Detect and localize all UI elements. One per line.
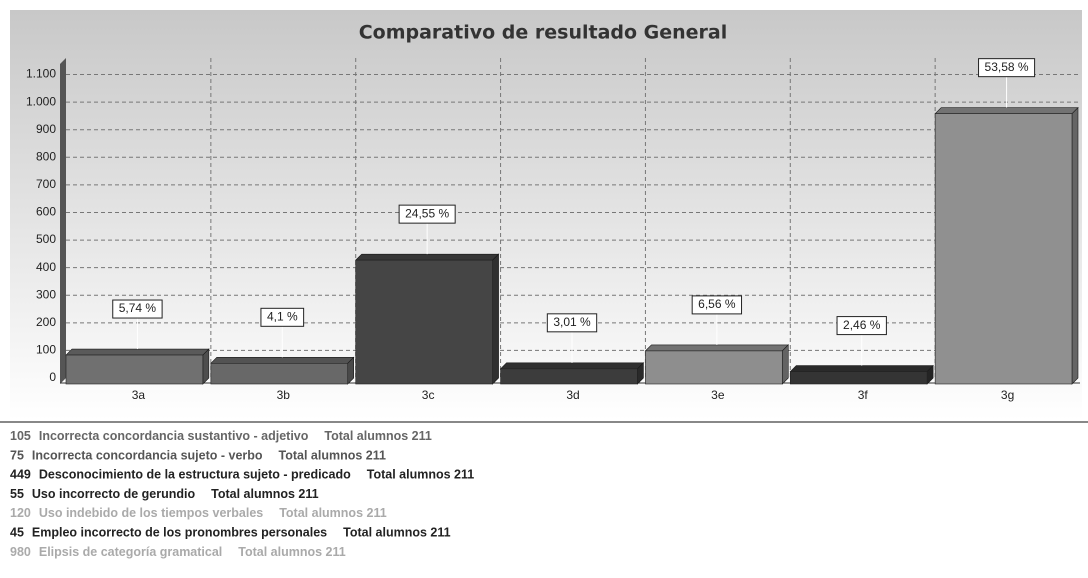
- chart-title: Comparativo de resultado General: [359, 22, 728, 44]
- legend-part: Total alumnos 211: [324, 429, 431, 443]
- data-label: 2,46 %: [843, 318, 881, 332]
- legend-entry: 75 Incorrecta concordancia sujeto - verbo…: [10, 449, 386, 463]
- data-label-group: 24,55 %: [398, 204, 456, 224]
- legend-part: Incorrecta concordancia sustantivo - adj…: [39, 429, 309, 443]
- legend-part: 75: [10, 449, 24, 463]
- legend-part: 120: [10, 506, 31, 520]
- data-label-box: [546, 313, 598, 333]
- legend-part: Total alumnos 211: [279, 449, 386, 463]
- bar-top: [934, 107, 1079, 114]
- x-tick-label: 3c: [422, 388, 435, 402]
- y-tick-label: 300: [36, 287, 56, 301]
- legend-part: Desconocimiento de la estructura sujeto …: [39, 468, 351, 482]
- legend-part: 45: [10, 526, 24, 540]
- data-label-box: [398, 204, 456, 224]
- data-label-box: [260, 307, 305, 327]
- x-tick-label: 3a: [132, 388, 146, 402]
- bar-side: [781, 344, 789, 385]
- bar-top: [210, 357, 355, 364]
- legend-part: Empleo incorrecto de los pronombres pers…: [32, 526, 327, 540]
- data-label: 3,01 %: [553, 315, 591, 329]
- data-label-box: [836, 316, 887, 336]
- legend-entry: 105 Incorrecta concordancia sustantivo - …: [10, 429, 432, 443]
- data-label-group: 5,74 %: [112, 299, 163, 319]
- y-axis-wall: [60, 58, 66, 384]
- legend-part: Elipsis de categoría gramatical: [39, 545, 222, 559]
- y-tick-label: 700: [36, 177, 56, 191]
- y-tick-label: 900: [36, 122, 56, 136]
- data-label-group: 6,56 %: [691, 295, 743, 315]
- x-tick-label: 3g: [1001, 388, 1014, 402]
- legend-part: 449: [10, 468, 31, 482]
- y-tick-label: 0: [49, 370, 56, 384]
- legend-part: Total alumnos 211: [279, 506, 386, 520]
- bar-side: [492, 253, 499, 385]
- legend-part: Total alumnos 211: [211, 487, 318, 501]
- legend-entry: 45 Empleo incorrecto de los pronombres pe…: [10, 526, 451, 540]
- legend-part: 105: [10, 429, 31, 443]
- data-label: 53,58 %: [985, 60, 1029, 74]
- x-tick-label: 3e: [711, 388, 725, 402]
- legend-entry: 55 Uso incorrecto de gerundio Total alumno…: [10, 487, 319, 501]
- legend-part: 980: [10, 545, 31, 559]
- legend-part: 55: [10, 487, 24, 501]
- legend-part: Total alumnos 211: [367, 468, 474, 482]
- bar: [210, 363, 349, 385]
- bar-top: [644, 344, 790, 352]
- data-label-group: 2,46 %: [836, 316, 887, 336]
- data-label-group: 4,1 %: [260, 307, 305, 327]
- bar-top: [354, 253, 500, 261]
- bar: [355, 259, 493, 385]
- data-label-group: 53,58 %: [978, 58, 1036, 78]
- bar: [934, 113, 1073, 385]
- bar-side: [202, 348, 210, 385]
- legend-part: Total alumnos 211: [343, 526, 450, 540]
- y-tick-label: 500: [36, 232, 56, 246]
- data-label-group: 3,01 %: [546, 313, 598, 333]
- x-tick-label: 3d: [566, 388, 579, 402]
- data-label-box: [978, 58, 1036, 78]
- bar-top: [789, 365, 934, 372]
- bar: [500, 368, 638, 385]
- bar-top: [65, 348, 210, 356]
- y-tick-label: 200: [36, 315, 56, 329]
- data-label: 4,1 %: [267, 309, 298, 323]
- data-label: 5,74 %: [119, 301, 157, 315]
- bar: [65, 354, 204, 385]
- bar: [789, 371, 928, 385]
- y-tick-label: 100: [36, 343, 56, 357]
- data-label: 24,55 %: [405, 206, 449, 220]
- legend-part: Total alumnos 211: [238, 545, 345, 559]
- legend-part: Uso indebido de los tiempos verbales: [39, 506, 263, 520]
- y-tick-label: 400: [36, 260, 56, 274]
- data-label-box: [112, 299, 163, 319]
- legend-part: Uso incorrecto de gerundio: [32, 487, 196, 501]
- data-label-box: [691, 295, 743, 315]
- data-label: 6,56 %: [698, 297, 736, 311]
- legend-entry: 120 Uso indebido de los tiempos verbales T…: [10, 506, 387, 520]
- y-tick-label: 1.100: [26, 67, 56, 81]
- legend-part: Incorrecta concordancia sujeto - verbo: [32, 449, 263, 463]
- bar: [645, 350, 783, 385]
- x-tick-label: 3f: [858, 388, 869, 402]
- y-tick-label: 600: [36, 205, 56, 219]
- legend-entry: 449 Desconocimiento de la estructura suje…: [10, 468, 474, 482]
- bar-side: [1071, 106, 1079, 385]
- legend-entry: 980 Elipsis de categoría gramatical Total …: [10, 545, 346, 559]
- x-tick-label: 3b: [277, 388, 291, 402]
- y-tick-label: 1.000: [26, 94, 56, 108]
- bar-top: [499, 362, 645, 370]
- y-tick-label: 800: [36, 149, 56, 163]
